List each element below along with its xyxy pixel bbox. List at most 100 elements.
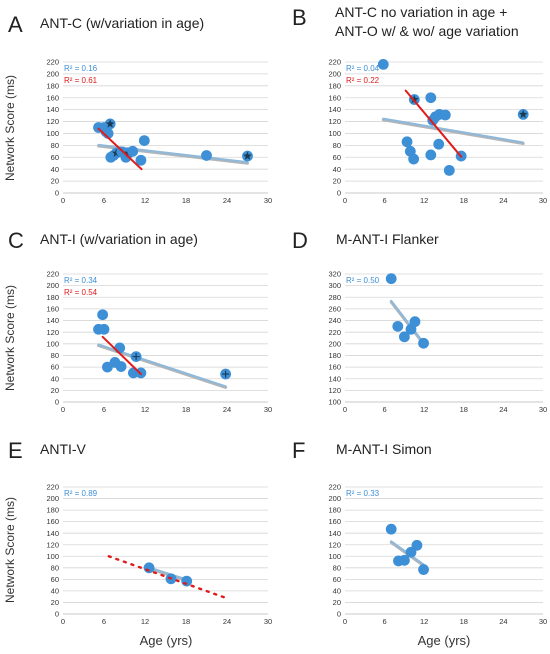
panel-letter: F — [292, 438, 305, 463]
y-tick-label: 100 — [328, 129, 341, 138]
panel-e: E ANTI-V 0 20 40 60 80 100 120 140 160 180 200 220 0 6 1… — [8, 438, 272, 626]
panel-a: A ANT-C (w/variation in age)0204060801001… — [8, 12, 272, 205]
panel-letter: B — [292, 5, 307, 30]
y-tick-label: 120 — [46, 117, 59, 126]
y-tick-label: 140 — [46, 105, 59, 114]
y-tick-label: 100 — [46, 339, 59, 348]
y-tick-label: 220 — [46, 483, 59, 492]
y-tick-label: 60 — [51, 363, 59, 372]
y-tick-label: 40 — [333, 165, 341, 174]
x-tick-label: 24 — [223, 196, 231, 205]
panel-b: B ANT-C no variation in age + ANT-O w/ & w… — [292, 4, 547, 205]
x-tick-label: 6 — [102, 405, 106, 414]
x-tick-label: 0 — [343, 617, 347, 626]
data-point — [97, 309, 109, 321]
trendline-red — [404, 89, 463, 158]
x-tick-label: 6 — [383, 405, 387, 414]
y-tick-label: 220 — [46, 270, 59, 279]
y-tick-label: 80 — [51, 351, 59, 360]
data-point — [392, 320, 404, 332]
x-tick-label: 12 — [420, 196, 428, 205]
data-point — [425, 149, 437, 161]
star-marker — [409, 94, 419, 104]
panel-letter: C — [8, 228, 24, 253]
y-tick-label: 220 — [328, 58, 341, 67]
y-tick-label: 120 — [46, 540, 59, 549]
y-tick-label: 300 — [328, 281, 341, 290]
y-tick-label: 140 — [46, 316, 59, 325]
panels-layer: A ANT-C (w/variation in age)0204060801001… — [8, 4, 547, 626]
y-tick-label: 200 — [328, 339, 341, 348]
panel-letter: A — [8, 12, 23, 37]
trendline-red — [97, 127, 143, 171]
r-squared-label: R² = 0.54 — [64, 288, 98, 297]
x-tick-label: 24 — [223, 617, 231, 626]
y-tick-label: 0 — [55, 189, 59, 198]
y-tick-label: 100 — [328, 552, 341, 561]
x-tick-label: 24 — [223, 405, 231, 414]
y-tick-label: 200 — [328, 494, 341, 503]
y-tick-label: 220 — [328, 328, 341, 337]
x-axis-label: Age (yrs) — [418, 633, 471, 648]
y-tick-label: 60 — [333, 575, 341, 584]
r-squared-label: R² = 0.89 — [64, 489, 98, 498]
data-point — [408, 153, 420, 165]
panel-title: ANTI-V — [40, 441, 87, 457]
data-point — [201, 150, 212, 161]
x-tick-label: 12 — [420, 617, 428, 626]
data-point — [409, 316, 421, 328]
x-tick-label: 18 — [182, 196, 190, 205]
y-tick-label: 80 — [51, 563, 59, 572]
x-tick-label: 12 — [420, 405, 428, 414]
panel-title: ANT-C no variation in age + — [335, 4, 507, 20]
y-tick-label: 180 — [328, 351, 341, 360]
r-squared-label: R² = 0.61 — [64, 76, 98, 85]
plus-marker — [222, 370, 230, 378]
x-tick-label: 12 — [141, 196, 149, 205]
y-tick-label: 180 — [46, 506, 59, 515]
x-tick-label: 24 — [499, 617, 507, 626]
y-tick-label: 140 — [328, 529, 341, 538]
y-tick-label: 60 — [51, 575, 59, 584]
x-tick-label: 24 — [499, 405, 507, 414]
y-tick-label: 120 — [328, 386, 341, 395]
x-tick-label: 18 — [460, 196, 468, 205]
data-point — [114, 342, 126, 354]
x-axis-label: Age (yrs) — [140, 633, 193, 648]
trendline-blue — [382, 117, 525, 144]
data-point — [439, 109, 451, 121]
x-tick-label: 0 — [61, 196, 65, 205]
y-tick-label: 40 — [51, 587, 59, 596]
x-tick-label: 0 — [343, 196, 347, 205]
data-point — [143, 562, 155, 574]
x-tick-label: 0 — [61, 617, 65, 626]
y-tick-label: 160 — [328, 93, 341, 102]
x-tick-label: 30 — [264, 617, 272, 626]
y-tick-label: 100 — [328, 398, 341, 407]
star-marker — [105, 119, 115, 128]
y-tick-label: 200 — [328, 70, 341, 79]
y-tick-label: 0 — [55, 610, 59, 619]
data-point — [181, 575, 193, 587]
r-squared-label: R² = 0.16 — [64, 64, 98, 73]
y-tick-label: 160 — [328, 363, 341, 372]
x-tick-label: 30 — [539, 617, 547, 626]
y-tick-label: 120 — [328, 117, 341, 126]
x-tick-label: 30 — [264, 405, 272, 414]
y-tick-label: 140 — [328, 105, 341, 114]
x-tick-label: 0 — [343, 405, 347, 414]
star-marker — [243, 151, 252, 160]
panel-title: M-ANT-I Simon — [336, 441, 432, 457]
y-tick-label: 20 — [51, 386, 59, 395]
x-tick-label: 6 — [383, 196, 387, 205]
y-tick-label: 160 — [46, 517, 59, 526]
panel-title: ANT-C (w/variation in age) — [40, 15, 204, 31]
data-point — [115, 361, 127, 372]
x-tick-label: 18 — [182, 405, 190, 414]
y-tick-label: 40 — [51, 374, 59, 383]
y-tick-label: 80 — [333, 141, 341, 150]
y-tick-label: 180 — [328, 81, 341, 90]
x-tick-label: 12 — [141, 617, 149, 626]
y-tick-label: 140 — [46, 529, 59, 538]
y-tick-label: 100 — [46, 552, 59, 561]
